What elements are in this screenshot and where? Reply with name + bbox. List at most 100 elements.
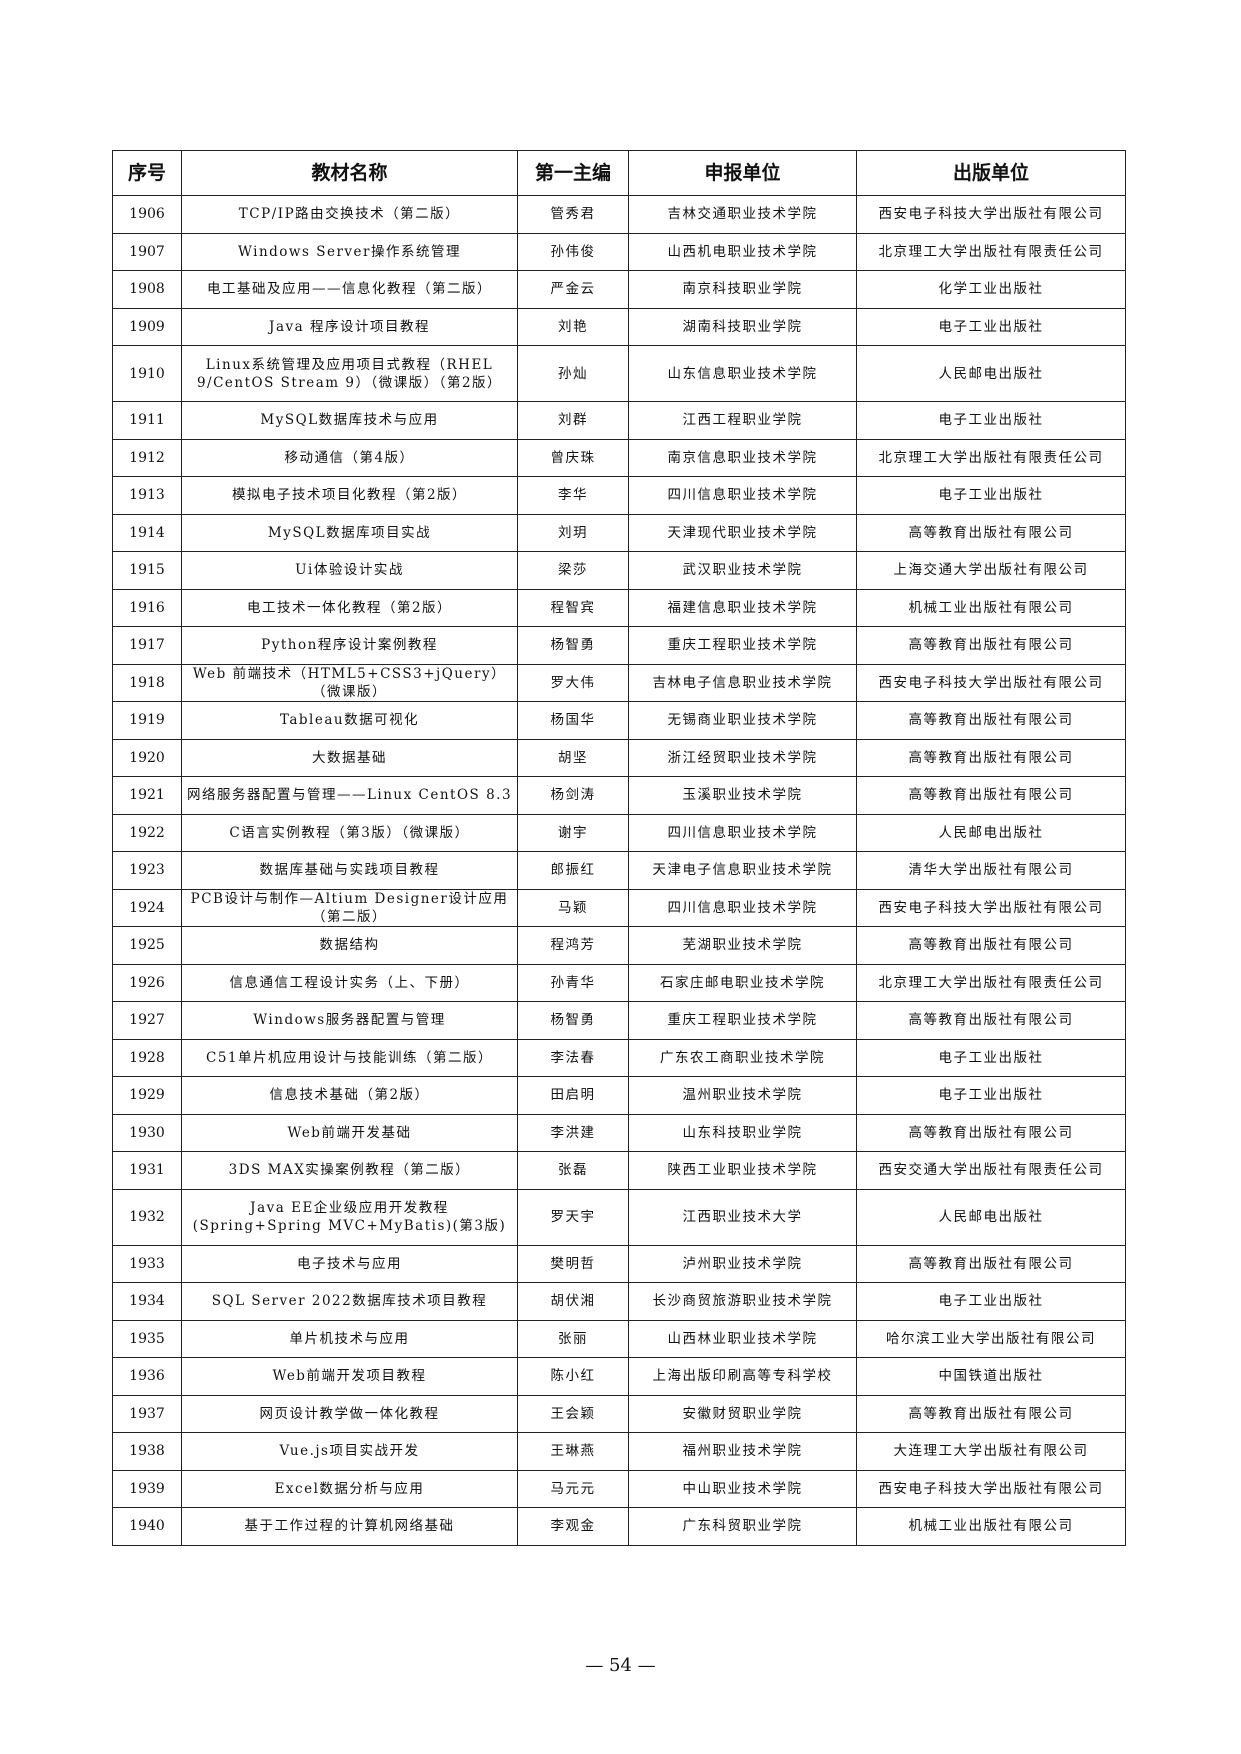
cell-applicant-unit: 福建信息职业技术学院 <box>628 588 857 627</box>
cell-textbook-name: Web 前端技术（HTML5+CSS3+jQuery）（微课版） <box>181 663 518 702</box>
table-row: 1931 3DS MAX实操案例教程（第二版） 张磊 陕西工业职业技术学院 西安交通大学… <box>112 1151 1126 1190</box>
cell-publisher: 大连理工大学出版社有限公司 <box>856 1432 1126 1471</box>
table-row: 1936 Web前端开发项目教程 陈小红 上海出版印刷高等专科学校 中国铁道出版社 <box>112 1357 1126 1396</box>
cell-applicant-unit: 芜湖职业技术学院 <box>628 926 857 965</box>
cell-index: 1936 <box>112 1357 182 1396</box>
header-textbook-name: 教材名称 <box>181 150 518 196</box>
cell-index: 1926 <box>112 963 182 1002</box>
cell-index: 1911 <box>112 401 182 440</box>
cell-publisher: 人民邮电出版社 <box>856 1188 1126 1246</box>
cell-applicant-unit: 四川信息职业技术学院 <box>628 888 857 927</box>
table-row: 1928 C51单片机应用设计与技能训练（第二版） 李法春 广东农工商职业技术学院 电子… <box>112 1038 1126 1077</box>
cell-index: 1937 <box>112 1394 182 1433</box>
cell-chief-editor: 曾庆珠 <box>517 438 629 477</box>
cell-textbook-name: C语言实例教程（第3版）（微课版） <box>181 813 518 852</box>
cell-textbook-name: MySQL数据库项目实战 <box>181 513 518 552</box>
cell-publisher: 西安电子科技大学出版社有限公司 <box>856 195 1126 234</box>
table-row: 1926 信息通信工程设计实务（上、下册） 孙青华 石家庄邮电职业技术学院 北京理工大学… <box>112 963 1126 1002</box>
table-row: 1923 数据库基础与实践项目教程 郎振红 天津电子信息职业技术学院 清华大学出版社有限… <box>112 851 1126 890</box>
cell-index: 1914 <box>112 513 182 552</box>
cell-publisher: 电子工业出版社 <box>856 1282 1126 1321</box>
cell-textbook-name: 大数据基础 <box>181 738 518 777</box>
table-row: 1917 Python程序设计案例教程 杨智勇 重庆工程职业技术学院 高等教育出版社有限… <box>112 626 1126 665</box>
cell-textbook-name: Vue.js项目实战开发 <box>181 1432 518 1471</box>
cell-applicant-unit: 广东科贸职业学院 <box>628 1507 857 1546</box>
cell-applicant-unit: 无锡商业职业技术学院 <box>628 701 857 740</box>
cell-index: 1919 <box>112 701 182 740</box>
table-row: 1916 电工技术一体化教程（第2版） 程智宾 福建信息职业技术学院 机械工业出版社有限… <box>112 588 1126 627</box>
cell-publisher: 北京理工大学出版社有限责任公司 <box>856 438 1126 477</box>
table-row: 1937 网页设计教学做一体化教程 王会颖 安徽财贸职业学院 高等教育出版社有限公司 <box>112 1394 1126 1433</box>
cell-publisher: 电子工业出版社 <box>856 1038 1126 1077</box>
cell-textbook-name: 数据库基础与实践项目教程 <box>181 851 518 890</box>
cell-chief-editor: 杨智勇 <box>517 1001 629 1040</box>
cell-chief-editor: 程鸿芳 <box>517 926 629 965</box>
table-row: 1922 C语言实例教程（第3版）（微课版） 谢宇 四川信息职业技术学院 人民邮电出版社 <box>112 813 1126 852</box>
cell-applicant-unit: 山西林业职业技术学院 <box>628 1319 857 1358</box>
cell-chief-editor: 胡伏湘 <box>517 1282 629 1321</box>
cell-textbook-name: 电工基础及应用——信息化教程（第二版） <box>181 270 518 309</box>
cell-publisher: 西安交通大学出版社有限责任公司 <box>856 1151 1126 1190</box>
table-row: 1915 Ui体验设计实战 梁莎 武汉职业技术学院 上海交通大学出版社有限公司 <box>112 551 1126 590</box>
cell-chief-editor: 张丽 <box>517 1319 629 1358</box>
table-row: 1906 TCP/IP路由交换技术（第二版） 管秀君 吉林交通职业技术学院 西安电子科技… <box>112 195 1126 234</box>
table-row: 1909 Java 程序设计项目教程 刘艳 湖南科技职业学院 电子工业出版社 <box>112 307 1126 346</box>
cell-index: 1932 <box>112 1188 182 1246</box>
cell-textbook-name: MySQL数据库技术与应用 <box>181 401 518 440</box>
table-row: 1935 单片机技术与应用 张丽 山西林业职业技术学院 哈尔滨工业大学出版社有限公司 <box>112 1319 1126 1358</box>
cell-applicant-unit: 吉林电子信息职业技术学院 <box>628 663 857 702</box>
cell-chief-editor: 杨国华 <box>517 701 629 740</box>
cell-textbook-name: 移动通信（第4版） <box>181 438 518 477</box>
cell-chief-editor: 李洪建 <box>517 1113 629 1152</box>
cell-chief-editor: 梁莎 <box>517 551 629 590</box>
cell-applicant-unit: 山东信息职业技术学院 <box>628 345 857 402</box>
header-publisher: 出版单位 <box>856 150 1126 196</box>
cell-applicant-unit: 重庆工程职业技术学院 <box>628 1001 857 1040</box>
table-row: 1929 信息技术基础（第2版） 田启明 温州职业技术学院 电子工业出版社 <box>112 1076 1126 1115</box>
table-row: 1912 移动通信（第4版） 曾庆珠 南京信息职业技术学院 北京理工大学出版社有限责任公… <box>112 438 1126 477</box>
table-row: 1934 SQL Server 2022数据库技术项目教程 胡伏湘 长沙商贸旅游职业技… <box>112 1282 1126 1321</box>
cell-applicant-unit: 温州职业技术学院 <box>628 1076 857 1115</box>
table-row: 1933 电子技术与应用 樊明哲 泸州职业技术学院 高等教育出版社有限公司 <box>112 1244 1126 1283</box>
cell-textbook-name: 3DS MAX实操案例教程（第二版） <box>181 1151 518 1190</box>
cell-publisher: 人民邮电出版社 <box>856 813 1126 852</box>
cell-publisher: 机械工业出版社有限公司 <box>856 588 1126 627</box>
cell-publisher: 人民邮电出版社 <box>856 345 1126 402</box>
cell-publisher: 电子工业出版社 <box>856 401 1126 440</box>
cell-textbook-name: C51单片机应用设计与技能训练（第二版） <box>181 1038 518 1077</box>
header-applicant-unit: 申报单位 <box>628 150 857 196</box>
cell-index: 1940 <box>112 1507 182 1546</box>
cell-chief-editor: 严金云 <box>517 270 629 309</box>
textbook-table: 序号 教材名称 第一主编 申报单位 出版单位 1906 TCP/IP路由交换技术（… <box>112 150 1126 1546</box>
cell-applicant-unit: 福州职业技术学院 <box>628 1432 857 1471</box>
cell-textbook-name: Java 程序设计项目教程 <box>181 307 518 346</box>
table-header-row: 序号 教材名称 第一主编 申报单位 出版单位 <box>112 150 1126 196</box>
cell-chief-editor: 王会颖 <box>517 1394 629 1433</box>
cell-publisher: 清华大学出版社有限公司 <box>856 851 1126 890</box>
cell-textbook-name: Web前端开发项目教程 <box>181 1357 518 1396</box>
cell-publisher: 哈尔滨工业大学出版社有限公司 <box>856 1319 1126 1358</box>
cell-applicant-unit: 南京信息职业技术学院 <box>628 438 857 477</box>
cell-applicant-unit: 中山职业技术学院 <box>628 1469 857 1508</box>
cell-applicant-unit: 天津现代职业技术学院 <box>628 513 857 552</box>
cell-applicant-unit: 山西机电职业技术学院 <box>628 232 857 271</box>
cell-chief-editor: 杨剑涛 <box>517 776 629 815</box>
cell-index: 1908 <box>112 270 182 309</box>
table-row: 1913 模拟电子技术项目化教程（第2版） 李华 四川信息职业技术学院 电子工业出版社 <box>112 476 1126 515</box>
cell-publisher: 电子工业出版社 <box>856 1076 1126 1115</box>
cell-applicant-unit: 天津电子信息职业技术学院 <box>628 851 857 890</box>
cell-applicant-unit: 石家庄邮电职业技术学院 <box>628 963 857 1002</box>
cell-chief-editor: 杨智勇 <box>517 626 629 665</box>
cell-textbook-name: Tableau数据可视化 <box>181 701 518 740</box>
cell-chief-editor: 王琳燕 <box>517 1432 629 1471</box>
cell-index: 1912 <box>112 438 182 477</box>
cell-chief-editor: 谢宇 <box>517 813 629 852</box>
cell-publisher: 西安电子科技大学出版社有限公司 <box>856 888 1126 927</box>
cell-chief-editor: 刘群 <box>517 401 629 440</box>
cell-chief-editor: 马颖 <box>517 888 629 927</box>
cell-chief-editor: 郎振红 <box>517 851 629 890</box>
cell-textbook-name: Web前端开发基础 <box>181 1113 518 1152</box>
cell-index: 1917 <box>112 626 182 665</box>
table-row: 1940 基于工作过程的计算机网络基础 李观金 广东科贸职业学院 机械工业出版社有限公司 <box>112 1507 1126 1546</box>
cell-chief-editor: 李观金 <box>517 1507 629 1546</box>
